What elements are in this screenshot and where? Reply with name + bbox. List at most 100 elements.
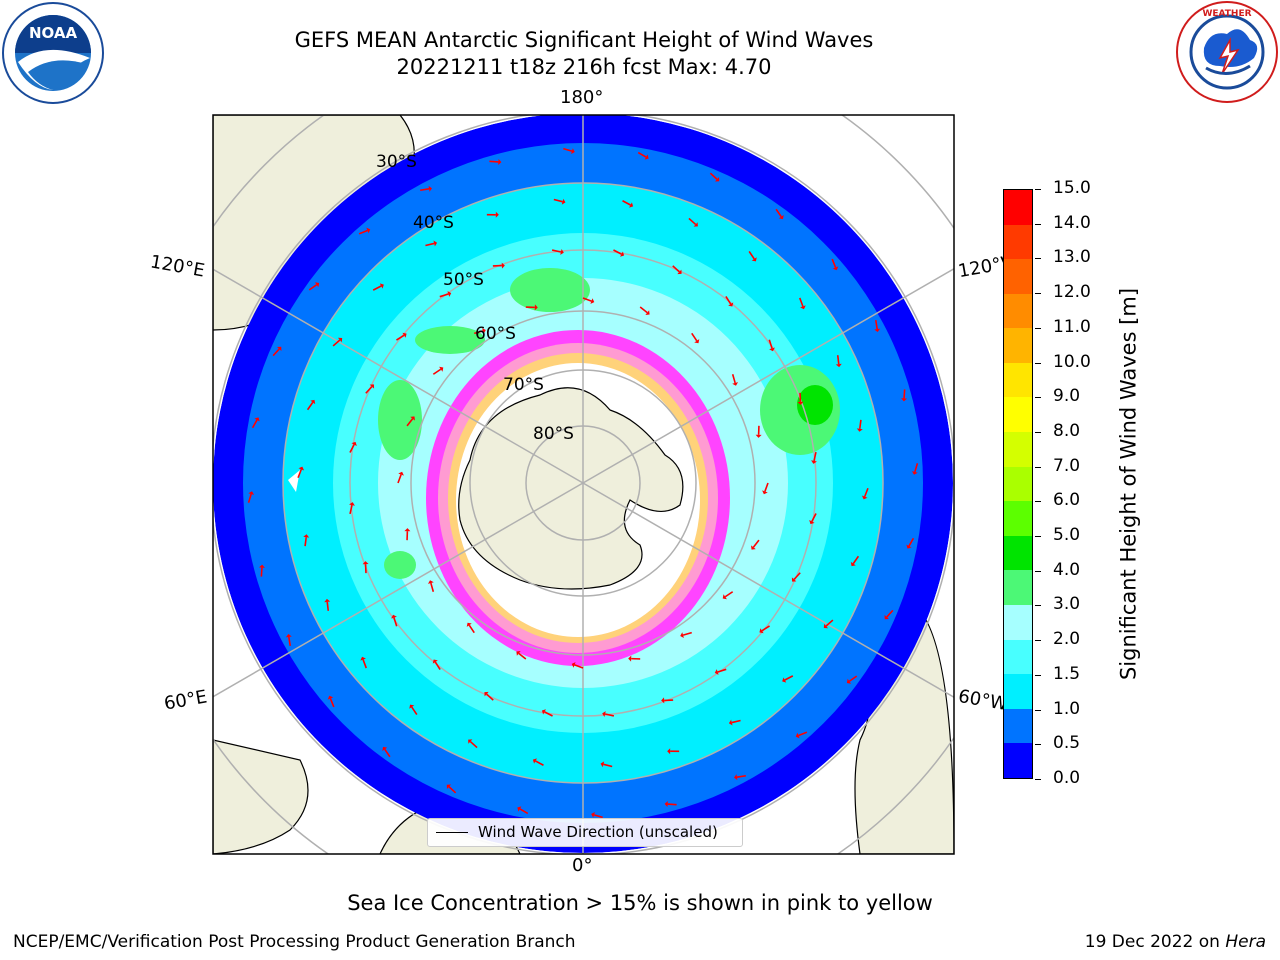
wind-wave-arrowhead	[795, 732, 800, 739]
svg-text:WEATHER: WEATHER	[1202, 9, 1251, 19]
wind-wave-arrow	[247, 493, 252, 503]
wind-wave-arrowhead	[861, 495, 868, 500]
colorbar-tick-label: 0.5	[1053, 733, 1081, 754]
wind-wave-arrow	[799, 297, 804, 307]
wind-wave-arrow	[411, 706, 418, 715]
wind-wave-arrowhead	[391, 614, 397, 619]
colorbar-tick-label: 3.0	[1053, 594, 1081, 615]
title-line-1: GEFS MEAN Antarctic Significant Height o…	[294, 28, 874, 52]
wind-wave-arrowhead	[402, 332, 407, 338]
wind-wave-arrowhead	[645, 310, 650, 315]
wind-wave-arrowhead	[349, 502, 355, 506]
colorbar	[1003, 189, 1033, 779]
wind-wave-arrowhead	[327, 695, 334, 700]
wind-wave-arrow	[365, 386, 373, 394]
wind-wave-arrow	[260, 567, 263, 577]
colorbar-segment	[1004, 674, 1032, 709]
wind-wave-arrowhead	[874, 328, 881, 333]
wind-wave-arrow	[474, 330, 484, 335]
wind-wave-arrow	[329, 698, 335, 708]
wind-wave-arrow	[764, 482, 769, 492]
colorbar-segment	[1004, 224, 1032, 260]
colorbar-segment	[1004, 328, 1032, 363]
wind-wave-arrowhead	[517, 806, 522, 812]
wave-maximum-patch	[510, 268, 590, 312]
wind-wave-arrow	[434, 661, 441, 670]
wind-wave-arrowhead	[733, 774, 738, 781]
wind-wave-arrowhead	[379, 283, 384, 289]
wind-wave-arrowhead	[590, 298, 595, 304]
wind-wave-arrow	[349, 444, 355, 453]
colorbar-tick-label: 0.0	[1053, 768, 1081, 788]
wind-wave-arrow	[448, 786, 457, 794]
footer-date-text: 19 Dec 2022 on	[1084, 932, 1220, 952]
wind-wave-arrow	[752, 539, 760, 548]
wind-wave-arrow	[358, 229, 368, 235]
wind-wave-arrowhead	[714, 669, 719, 675]
wind-wave-arrowhead	[694, 339, 700, 344]
wind-wave-arrowhead	[661, 697, 665, 704]
wind-wave-arrow	[372, 285, 382, 291]
wind-wave-arrowhead	[901, 398, 908, 402]
national-weather-service-logo: WEATHER	[1176, 1, 1278, 103]
wind-wave-arrowhead	[409, 704, 415, 709]
colorbar-tick	[1035, 397, 1041, 399]
wind-wave-arrowhead	[495, 211, 499, 218]
wind-wave-arrowhead	[482, 327, 486, 334]
wind-wave-arrow	[393, 617, 398, 627]
wind-wave-arrowhead	[722, 594, 727, 600]
wind-wave-arrow	[637, 151, 647, 158]
wind-wave-arrowhead	[314, 282, 320, 288]
wind-wave-arrow	[469, 740, 478, 749]
colorbar-tick-label: 9.0	[1053, 386, 1081, 407]
wind-wave-arrow	[406, 418, 414, 427]
wind-wave-arrow	[535, 760, 544, 766]
wind-wave-arrowhead	[427, 580, 434, 584]
colorbar-tick	[1035, 779, 1041, 780]
wind-wave-arrowhead	[498, 158, 502, 165]
colorbar-tick	[1035, 674, 1041, 676]
wind-wave-arrow	[731, 374, 736, 384]
wind-wave-arrow	[848, 675, 858, 682]
wind-wave-arrowhead	[680, 632, 684, 639]
wind-wave-arrow	[439, 293, 449, 298]
wind-wave-arrowhead	[447, 291, 452, 297]
lon-label-180: 180°	[560, 87, 604, 108]
wind-wave-arrow	[682, 631, 692, 636]
wind-wave-arrow	[724, 591, 734, 598]
wind-wave-arrowhead	[846, 678, 852, 684]
wind-wave-arrowhead	[751, 257, 757, 262]
legend-line-sample	[436, 832, 468, 833]
wind-wave-arrowhead	[433, 240, 438, 247]
colorbar-tick-label: 13.0	[1053, 247, 1091, 268]
lat-label-60s: 60°S	[475, 324, 516, 344]
colorbar-segment	[1004, 639, 1032, 675]
wind-wave-arrowhead	[620, 251, 625, 257]
wind-wave-arrow	[691, 332, 698, 342]
colorbar-tick-label: 6.0	[1053, 490, 1081, 511]
wind-wave-arrow	[308, 284, 318, 291]
wind-wave-arrow	[297, 469, 303, 479]
lat-label-40s: 40°S	[413, 213, 454, 233]
wind-wave-arrowhead	[644, 154, 649, 160]
wind-wave-arrowhead	[298, 466, 305, 471]
wind-wave-arrowhead	[561, 198, 566, 205]
colorbar-tick	[1035, 223, 1041, 225]
colorbar-tick	[1035, 258, 1041, 260]
wind-wave-arrow	[304, 537, 308, 547]
wind-wave-arrowhead	[428, 185, 433, 192]
wind-wave-arrowhead	[823, 623, 829, 629]
wind-wave-arrow	[384, 748, 391, 758]
wind-wave-arrow	[775, 208, 782, 218]
wind-wave-arrowhead	[911, 471, 918, 475]
wind-wave-arrow	[761, 625, 770, 632]
wind-wave-arrowhead	[835, 363, 842, 368]
wind-wave-arrow	[603, 763, 613, 768]
colorbar-tick	[1035, 536, 1041, 538]
colorbar-segment	[1004, 535, 1032, 571]
wind-wave-arrowhead	[591, 811, 595, 818]
wind-wave-arrow	[858, 419, 862, 429]
wind-wave-arrowhead	[693, 222, 698, 227]
wind-wave-arrowhead	[759, 628, 764, 634]
